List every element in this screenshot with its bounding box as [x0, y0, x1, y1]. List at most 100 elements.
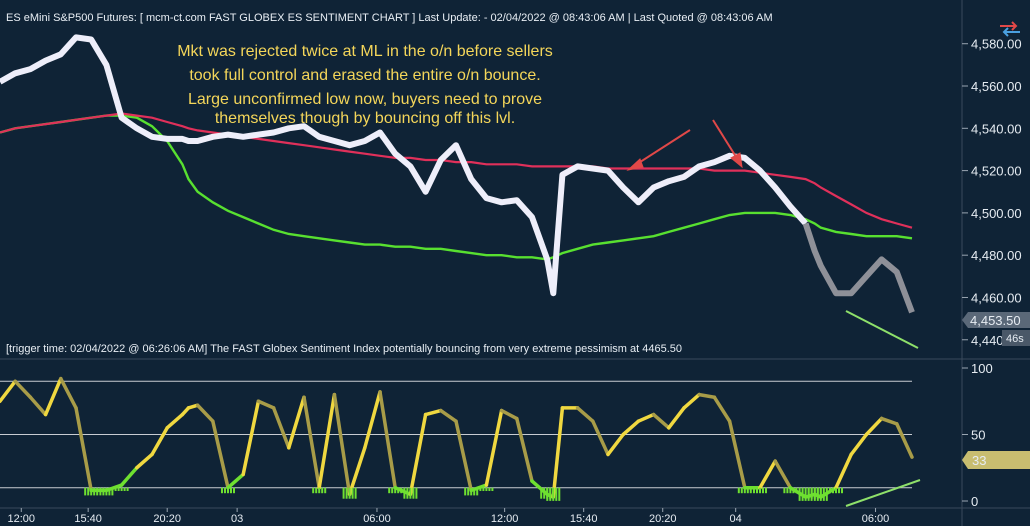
sentiment-extreme-bar — [111, 487, 114, 496]
sentiment-segment — [74, 406, 93, 493]
price-axis-label: 4,520.00 — [971, 164, 1022, 179]
sentiment-extreme-bar — [388, 487, 391, 494]
time-axis-label: 12:00 — [491, 513, 519, 525]
time-axis: 12:00 15:40 20:20 03 06:00 12:00 15:40 20:20 04 0… — [8, 508, 890, 525]
sentiment-segment — [575, 406, 595, 423]
sentiment-extreme-bar — [786, 487, 789, 494]
sentiment-extreme-bar — [345, 487, 348, 499]
sentiment-extreme-bar — [822, 487, 825, 501]
sentiment-segment — [773, 459, 793, 490]
sentiment-index-line — [0, 376, 914, 499]
sentiment-extreme-bar — [348, 487, 351, 499]
sentiment-extreme-bar — [227, 487, 229, 494]
sentiment-segment — [378, 390, 397, 490]
rejection-arrow-1 — [626, 129, 691, 171]
sentiment-extreme-bar — [224, 487, 226, 494]
sentiment-extreme-bar — [108, 487, 111, 496]
sentiment-extreme-bar — [841, 487, 843, 494]
time-axis-label: 06:00 — [862, 513, 890, 525]
sentiment-segment — [712, 395, 732, 423]
sentiment-segment — [150, 426, 169, 457]
trigger-text: [trigger time: 02/04/2022 @ 06:26:06 AM]… — [6, 343, 682, 355]
sentiment-extreme-bar — [406, 487, 409, 499]
sentiment-extreme-bar — [558, 487, 561, 501]
sentiment-segment — [302, 395, 321, 490]
sentiment-segment — [423, 408, 443, 417]
sentiment-extreme-bar — [354, 487, 357, 499]
sentiment-extreme-bar — [221, 487, 223, 494]
sentiment-segment — [317, 392, 337, 490]
sentiment-extreme-bar — [810, 487, 813, 499]
sentiment-segment — [864, 416, 884, 437]
sentiment-segment — [621, 419, 641, 437]
sentiment-segment — [682, 392, 701, 410]
sentiment-extreme-bar — [765, 487, 767, 494]
sentiment-extreme-bar — [546, 487, 549, 501]
time-axis-label: 04 — [730, 513, 742, 525]
sentiment-extreme-bar — [126, 487, 129, 491]
sentiment-axis-label: 100 — [971, 361, 993, 376]
sentiment-last-label: 33 — [972, 453, 986, 468]
sentiment-extreme-bar — [470, 487, 473, 496]
sentiment-extreme-bar — [753, 487, 755, 494]
sentiment-extreme-bar — [832, 487, 834, 494]
sentiment-extreme-bar — [491, 487, 494, 491]
sentiment-segment — [499, 408, 519, 421]
sentiment-extreme-bar — [412, 487, 415, 499]
green-moving-average-line — [0, 114, 913, 261]
sentiment-segment — [591, 419, 610, 457]
sentiment-trendline — [845, 479, 921, 507]
sentiment-segment — [332, 392, 352, 497]
last-time-badge: 46s — [1002, 330, 1030, 346]
sentiment-segment — [636, 412, 656, 423]
sync-arrows-icon[interactable] — [1000, 21, 1020, 37]
sentiment-axis: 100 50 0 — [962, 361, 993, 509]
sentiment-extreme-bar — [756, 487, 758, 494]
sentiment-extreme-bar — [740, 487, 743, 494]
sentiment-extreme-bar — [87, 487, 90, 496]
sentiment-extreme-bar — [543, 487, 546, 499]
sentiment-segment — [895, 422, 914, 459]
price-trendline — [845, 310, 919, 349]
last-time-label: 46s — [1006, 333, 1024, 345]
time-axis-label: 15:40 — [74, 513, 102, 525]
sentiment-extreme-bar — [482, 487, 485, 491]
sentiment-extreme-bar — [102, 487, 105, 496]
sentiment-extreme-bar — [315, 487, 318, 494]
sentiment-extreme-bar — [743, 487, 746, 494]
sentiment-segment — [551, 406, 565, 499]
sentiment-last-badge: 33 — [962, 451, 1030, 469]
sentiment-extreme-bar — [746, 487, 749, 494]
time-axis-label: 06:00 — [363, 513, 391, 525]
sentiment-extreme-bar — [762, 487, 764, 494]
price-axis: 4,580.00 4,560.00 4,540.00 4,520.00 4,500.00… — [962, 37, 1022, 348]
sentiment-segment — [727, 419, 747, 490]
price-line-recent — [802, 222, 915, 314]
sentiment-extreme-bar — [759, 487, 761, 494]
sentiment-segment — [697, 392, 717, 400]
sentiment-extreme-bar — [391, 487, 394, 494]
sentiment-extreme-bar — [549, 487, 552, 501]
sentiment-extreme-bar — [783, 487, 786, 494]
sentiment-segment — [363, 390, 382, 450]
sentiment-segment — [879, 416, 899, 426]
sentiment-extreme-bar — [117, 487, 120, 491]
sentiment-segment — [59, 376, 78, 410]
price-axis-label: 4,560.00 — [971, 79, 1022, 94]
sentiment-extreme-bar — [749, 487, 752, 494]
sentiment-extreme-bar — [540, 487, 543, 499]
sentiment-segment — [43, 376, 63, 417]
time-axis-label: 20:20 — [153, 513, 181, 525]
sentiment-extreme-bar — [829, 487, 831, 494]
sentiment-extreme-bar — [105, 487, 108, 496]
price-axis-label: 4,540.00 — [971, 121, 1022, 136]
sentiment-extreme-bar — [795, 487, 798, 494]
sentiment-extreme-bar — [233, 487, 235, 494]
sentiment-extreme-bar — [321, 487, 324, 494]
sentiment-segment — [165, 412, 185, 430]
sentiment-extreme-bar — [813, 487, 816, 501]
last-price-label: 4,453.50 — [970, 313, 1021, 328]
price-axis-label: 4,580.00 — [971, 37, 1022, 52]
sentiment-extreme-bar — [479, 487, 482, 491]
